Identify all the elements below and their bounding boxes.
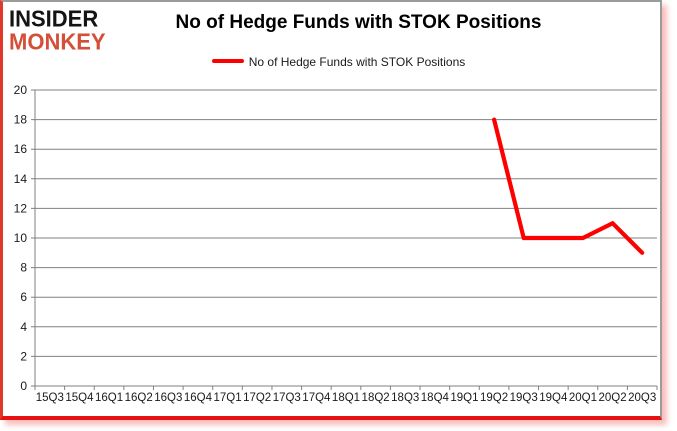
x-axis-tick-label: 18Q3 xyxy=(391,392,419,404)
x-axis-tick-label: 20Q1 xyxy=(569,392,597,404)
y-axis-tick-label: 6 xyxy=(20,290,27,304)
x-axis-tick-label: 17Q4 xyxy=(302,392,331,404)
y-axis-tick-label: 2 xyxy=(20,349,27,363)
legend-label: No of Hedge Funds with STOK Positions xyxy=(248,54,466,69)
x-axis-tick-label: 17Q1 xyxy=(213,392,241,404)
x-axis-tick-label: 19Q3 xyxy=(510,392,538,404)
x-axis-tick-label: 17Q2 xyxy=(243,392,271,404)
x-axis-tick-label: 19Q4 xyxy=(539,392,568,404)
y-axis-tick-label: 20 xyxy=(14,83,28,97)
x-axis-tick-label: 18Q4 xyxy=(421,392,450,404)
x-axis-tick-label: 19Q1 xyxy=(450,392,478,404)
logo-text-monkey: MONKEY xyxy=(9,28,106,55)
y-axis-tick-label: 10 xyxy=(14,231,28,245)
x-axis-tick-label: 18Q1 xyxy=(332,392,360,404)
x-axis-tick-label: 20Q3 xyxy=(628,392,656,404)
logo-text-insider: INSIDER xyxy=(9,5,99,32)
y-axis-tick-label: 8 xyxy=(20,261,27,275)
x-axis-tick-label: 16Q2 xyxy=(125,392,153,404)
y-axis-tick-label: 16 xyxy=(14,142,28,156)
chart-frame xyxy=(0,0,662,420)
y-axis-tick-label: 12 xyxy=(14,201,28,215)
chart-title: No of Hedge Funds with STOK Positions xyxy=(175,12,542,33)
x-axis-tick-label: 16Q4 xyxy=(184,392,213,404)
x-axis-tick-label: 15Q3 xyxy=(36,392,64,404)
legend: No of Hedge Funds with STOK Positions xyxy=(0,54,677,69)
x-axis-tick-label: 16Q3 xyxy=(154,392,182,404)
x-axis-tick-label: 15Q4 xyxy=(65,392,94,404)
y-axis-tick-label: 14 xyxy=(14,172,28,186)
y-axis-tick-label: 18 xyxy=(14,113,28,127)
legend-line-swatch xyxy=(211,58,244,63)
x-axis-tick-label: 19Q2 xyxy=(480,392,508,404)
x-axis-tick-label: 17Q3 xyxy=(273,392,301,404)
x-axis-tick-label: 16Q1 xyxy=(95,392,123,404)
x-axis-tick-label: 20Q2 xyxy=(599,392,627,404)
series-line-hedge-funds xyxy=(491,117,645,255)
y-axis-tick-label: 4 xyxy=(20,320,27,334)
y-axis-tick-label: 0 xyxy=(20,379,27,393)
x-axis-tick-label: 18Q2 xyxy=(362,392,390,404)
insider-monkey-logo: INSIDER MONKEY xyxy=(9,5,106,55)
